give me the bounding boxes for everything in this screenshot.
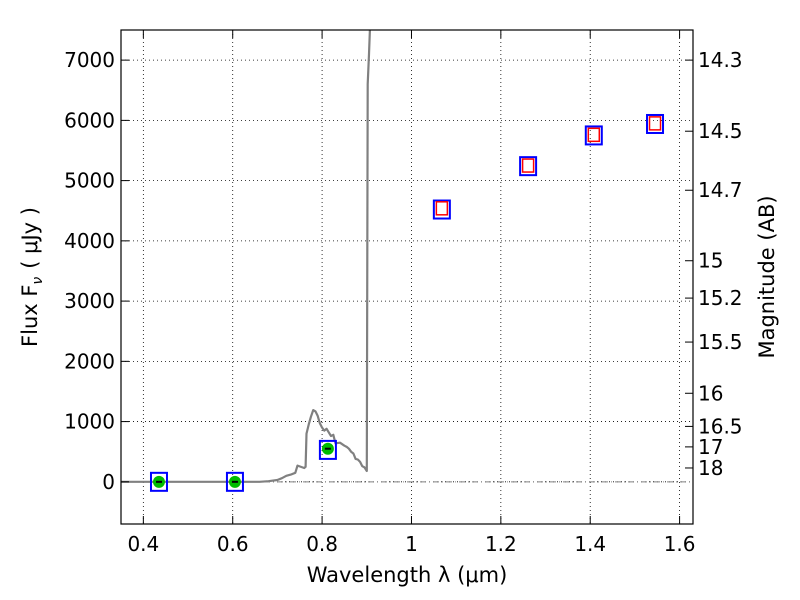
observed-point-marker — [149, 471, 168, 492]
y-tick-label: 0 — [102, 470, 115, 494]
spectrum-line — [121, 29, 371, 483]
plot-content — [121, 29, 693, 492]
y-axis-label-unit: ( μJy ) — [18, 207, 42, 269]
tick-labels: 0.4 0.6 0.8 1 1.2 1.4 1.6 0 1000 2000 3000 4000 5000… — [64, 48, 742, 556]
y-tick-label: 3000 — [64, 289, 115, 313]
magnitude-tick-label: 15.2 — [698, 286, 743, 310]
observed-point-marker — [225, 471, 244, 492]
magnitude-tick-label: 15.5 — [698, 330, 743, 354]
y-axis-label-main: Flux F — [18, 285, 42, 347]
observed-point-marker — [432, 199, 451, 220]
magnitude-tick-label: 14.7 — [698, 178, 743, 202]
svg-text:Flux Fν( μJy ): Flux Fν ( μJy ) — [18, 207, 46, 347]
grid-lines — [121, 30, 693, 524]
model-point-marker — [435, 201, 449, 216]
y-tick-label: 7000 — [64, 48, 115, 72]
x-tick-label: 0.6 — [217, 532, 249, 556]
x-tick-label: 1.4 — [574, 532, 606, 556]
model-point-marker — [648, 116, 662, 131]
x-tick-label: 0.4 — [127, 532, 159, 556]
x-tick-label: 0.8 — [306, 532, 338, 556]
magnitude-tick-label: 17 — [698, 435, 723, 459]
y-tick-label: 6000 — [64, 108, 115, 132]
observed-point-marker — [519, 156, 538, 177]
magnitude-tick-label: 16 — [698, 381, 723, 405]
model-point-marker — [587, 127, 601, 143]
y-tick-label: 5000 — [64, 169, 115, 193]
magnitude-tick-label: 14.5 — [698, 119, 743, 143]
x-tick-label: 1.6 — [664, 532, 696, 556]
x-axis-label: Wavelength λ (μm) — [307, 563, 508, 587]
y-tick-label: 4000 — [64, 229, 115, 253]
y-axis-label: Flux Fν ( μJy ) — [18, 207, 46, 347]
y-axis-label-subscript: ν — [30, 277, 46, 285]
y-tick-label: 2000 — [64, 349, 115, 373]
magnitude-tick-label: 14.3 — [698, 48, 743, 72]
axis-ticks — [121, 30, 693, 524]
x-tick-label: 1 — [405, 532, 418, 556]
model-point-marker — [521, 158, 535, 173]
magnitude-tick-label: 15 — [698, 249, 723, 273]
plot-frame — [120, 29, 694, 525]
x-tick-label: 1.2 — [485, 532, 517, 556]
observed-point-marker — [646, 113, 665, 134]
observed-point-marker — [584, 125, 603, 146]
magnitude-tick-label: 16.5 — [698, 414, 743, 438]
observed-point-marker — [318, 439, 337, 460]
magnitude-axis-label: Magnitude (AB) — [755, 195, 779, 358]
magnitude-tick-label: 18 — [698, 456, 723, 480]
y-tick-label: 1000 — [64, 410, 115, 434]
